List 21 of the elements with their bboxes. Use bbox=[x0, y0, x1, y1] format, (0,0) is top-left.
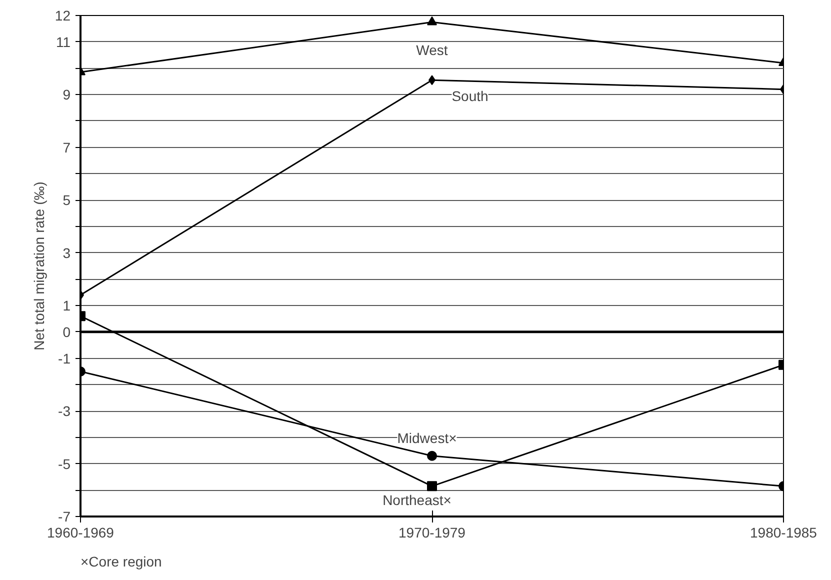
y-tick-label: 9 bbox=[62, 86, 71, 103]
y-tick-label: -7 bbox=[58, 508, 71, 524]
text: ×Core region bbox=[80, 554, 162, 570]
y-tick-label: -5 bbox=[58, 456, 71, 472]
y-tick-label: -3 bbox=[58, 403, 71, 420]
y-axis-title: Net total migration rate (‰) bbox=[30, 182, 47, 350]
y-tick-label: 11 bbox=[56, 34, 71, 50]
y-tick-label: 12 bbox=[54, 8, 71, 24]
y-tick-label: 0 bbox=[62, 324, 71, 340]
y-tick-label: 3 bbox=[62, 244, 71, 261]
series-label: West bbox=[416, 42, 448, 58]
series-label: Northeast× bbox=[382, 492, 452, 508]
series-label: South bbox=[452, 88, 488, 104]
x-tick-label: 1970-1979 bbox=[398, 524, 466, 540]
y-tick-label: 1 bbox=[62, 298, 71, 314]
series-label: Midwest× bbox=[397, 430, 457, 446]
x-tick-label: 1960-1969 bbox=[47, 524, 114, 540]
y-tick-label: 7 bbox=[62, 139, 71, 156]
y-tick-label: 5 bbox=[62, 192, 71, 208]
x-tick-label: 1980-1985 bbox=[750, 524, 818, 540]
y-tick-label: -1 bbox=[58, 350, 71, 366]
